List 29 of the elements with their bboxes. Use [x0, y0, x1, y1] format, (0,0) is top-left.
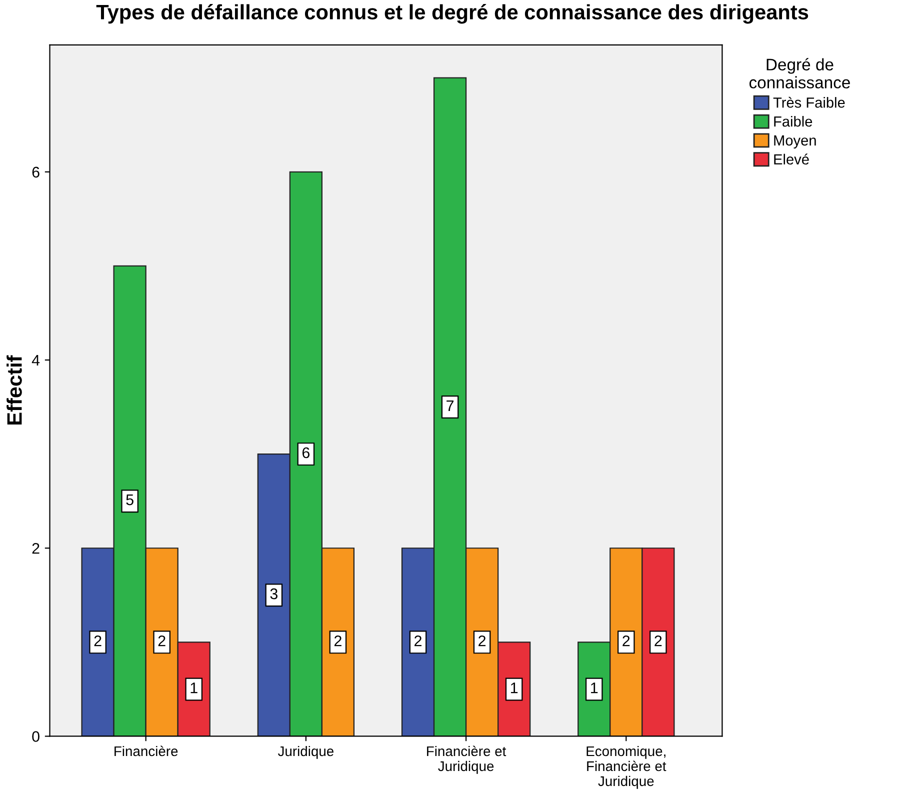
y-tick-label: 2 [32, 542, 40, 554]
data-label: 1 [510, 682, 518, 694]
data-label: 1 [190, 682, 198, 694]
data-label: 1 [591, 682, 598, 694]
legend-label: Elevé [774, 154, 809, 165]
data-label: 3 [270, 588, 278, 600]
data-label: 2 [622, 635, 630, 646]
legend-label: Très Faible [773, 96, 845, 108]
data-label: 6 [302, 447, 310, 458]
legend-label: Moyen [774, 135, 816, 148]
y-tick-label: 0 [32, 731, 40, 742]
y-tick-label: 4 [32, 355, 40, 366]
chart-title: Types de défaillance connus et le degré de connaissance des dirigeants [96, 4, 808, 24]
legend-title: Degré de connaissance [749, 58, 850, 88]
data-label: 2 [158, 635, 166, 646]
data-label: 2 [94, 635, 102, 646]
data-label: 2 [478, 635, 486, 646]
x-tick-label: Juridique [278, 746, 334, 759]
legend-label: Faible [774, 116, 812, 127]
data-label: 2 [334, 635, 342, 646]
data-label: 7 [446, 400, 454, 411]
x-tick-label: Financière et Juridique [427, 746, 506, 774]
y-axis-title: Effectif [6, 355, 22, 424]
data-label: 2 [654, 635, 662, 646]
x-tick-label: Financière [114, 746, 178, 756]
data-label: 5 [126, 494, 134, 506]
y-tick-label: 6 [32, 166, 40, 178]
x-tick-label: Economique, Financière et Juridique [586, 746, 666, 789]
data-label: 2 [414, 635, 422, 646]
